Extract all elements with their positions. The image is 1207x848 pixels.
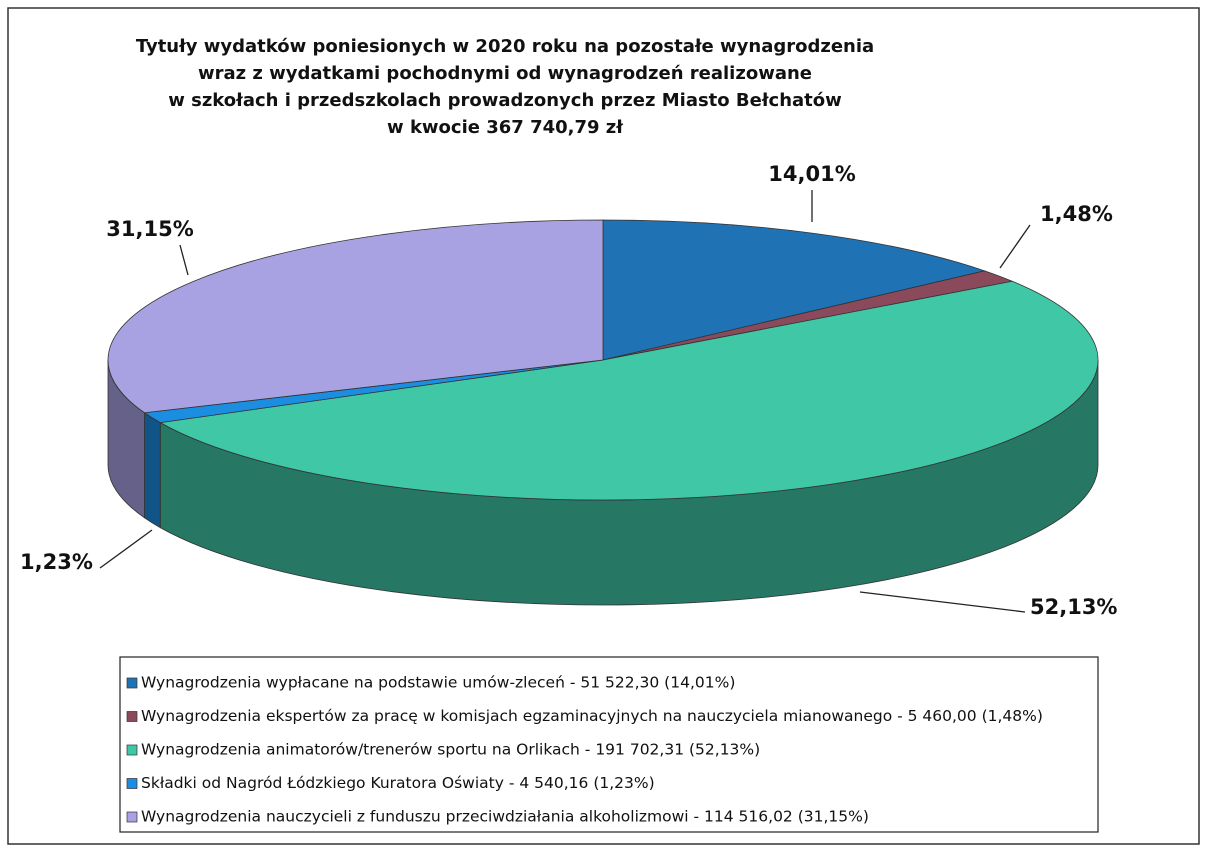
- frame: [7, 7, 1200, 845]
- leader-line: [859, 591, 1026, 613]
- legend-swatch: [126, 677, 138, 689]
- legend-label: Składki od Nagród Łódzkiego Kuratora Ośw…: [141, 774, 655, 792]
- legend-swatch: [126, 778, 138, 789]
- data-label: 14,01%: [768, 162, 855, 186]
- data-label: 31,15%: [106, 217, 193, 241]
- chart-title: Tytuły wydatków poniesionych w 2020 roku…: [136, 36, 874, 57]
- slice: [602, 219, 987, 361]
- legend-swatch: [126, 711, 138, 722]
- leader-line: [99, 529, 153, 569]
- data-label: 1,23%: [20, 550, 93, 574]
- slice-top: [159, 280, 1099, 501]
- legend-label: Wynagrodzenia animatorów/trenerów sportu…: [141, 741, 760, 759]
- leader-line: [179, 244, 189, 276]
- chart-title: w kwocie 367 740,79 zł: [387, 117, 624, 138]
- chart-title: w szkołach i przedszkolach prowadzonych …: [168, 90, 842, 111]
- data-label: 52,13%: [1030, 595, 1117, 619]
- legend-label: Wynagrodzenia nauczycieli z funduszu prz…: [141, 808, 869, 826]
- slice: [107, 219, 604, 519]
- legend-swatch: [126, 744, 138, 756]
- legend-label: Wynagrodzenia wypłacane na podstawie umó…: [141, 674, 735, 692]
- slice-top: [602, 219, 987, 361]
- legend-box: [119, 656, 1099, 833]
- slice-top: [107, 219, 604, 414]
- legend-swatch: [126, 811, 138, 823]
- slice-side: [144, 411, 161, 529]
- chart-title: wraz z wydatkami pochodnymi od wynagrodz…: [198, 63, 812, 84]
- legend-label: Wynagrodzenia ekspertów za pracę w komis…: [141, 707, 1043, 725]
- leader-line: [999, 224, 1031, 269]
- data-label: 1,48%: [1040, 202, 1113, 226]
- slice: [143, 359, 604, 529]
